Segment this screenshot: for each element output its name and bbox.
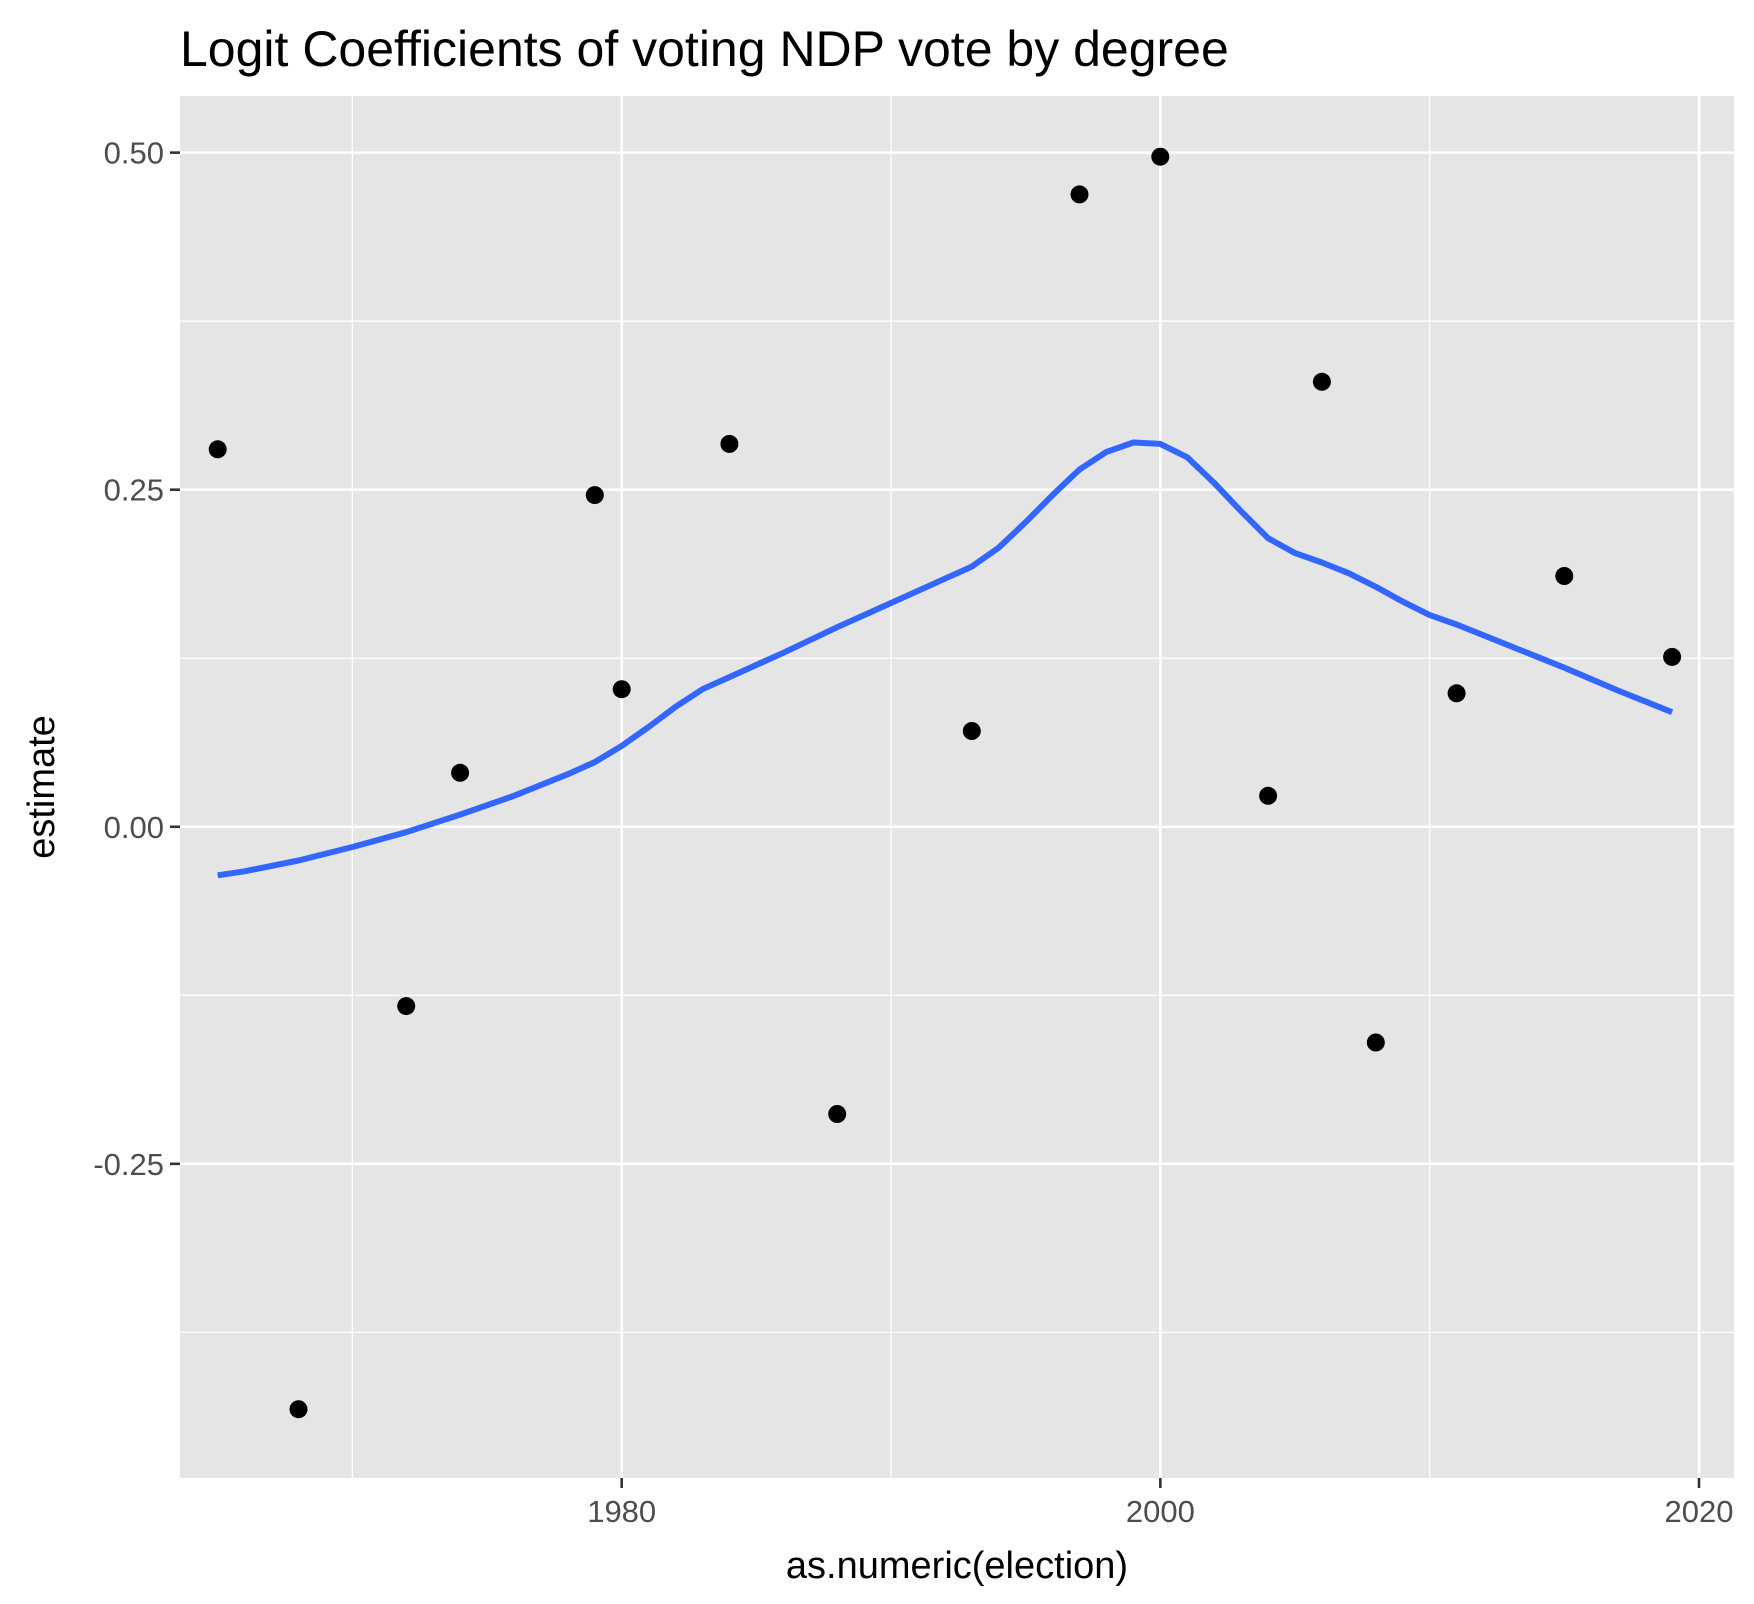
data-point <box>962 722 981 740</box>
data-point <box>1070 185 1089 204</box>
data-point <box>1663 647 1682 666</box>
y-tick-label: 0.25 <box>104 473 164 508</box>
data-point <box>1259 786 1278 805</box>
smooth-trend-line <box>217 439 1674 879</box>
data-series <box>208 147 1682 1419</box>
data-point <box>1366 1033 1385 1052</box>
grid-lines <box>180 96 1734 1478</box>
data-point <box>720 434 739 453</box>
y-tick-label: 0.50 <box>104 136 164 171</box>
data-point <box>1555 567 1574 585</box>
y-tick-label: 0.00 <box>104 810 164 845</box>
x-tick-label: 1980 <box>587 1494 656 1529</box>
axes: -0.25 0.00 0.25 0.50 1980 2000 2020 <box>93 136 1733 1529</box>
data-point <box>1447 684 1466 703</box>
x-axis-title: as.numeric(election) <box>786 1545 1128 1587</box>
y-tick-label: -0.25 <box>93 1147 164 1182</box>
data-point <box>585 486 604 505</box>
data-point <box>612 680 631 699</box>
data-point <box>451 763 470 782</box>
data-point <box>1312 372 1331 391</box>
y-axis-title: estimate <box>21 715 63 859</box>
data-point <box>828 1105 847 1123</box>
data-point <box>1151 147 1170 166</box>
x-tick-label: 2000 <box>1126 1494 1195 1529</box>
data-point <box>397 997 416 1016</box>
data-point <box>208 440 227 459</box>
plot-panel <box>180 96 1734 1478</box>
chart-title: Logit Coefficients of voting NDP vote by… <box>180 21 1229 77</box>
data-point <box>289 1400 308 1419</box>
x-tick-label: 2020 <box>1665 1494 1734 1529</box>
